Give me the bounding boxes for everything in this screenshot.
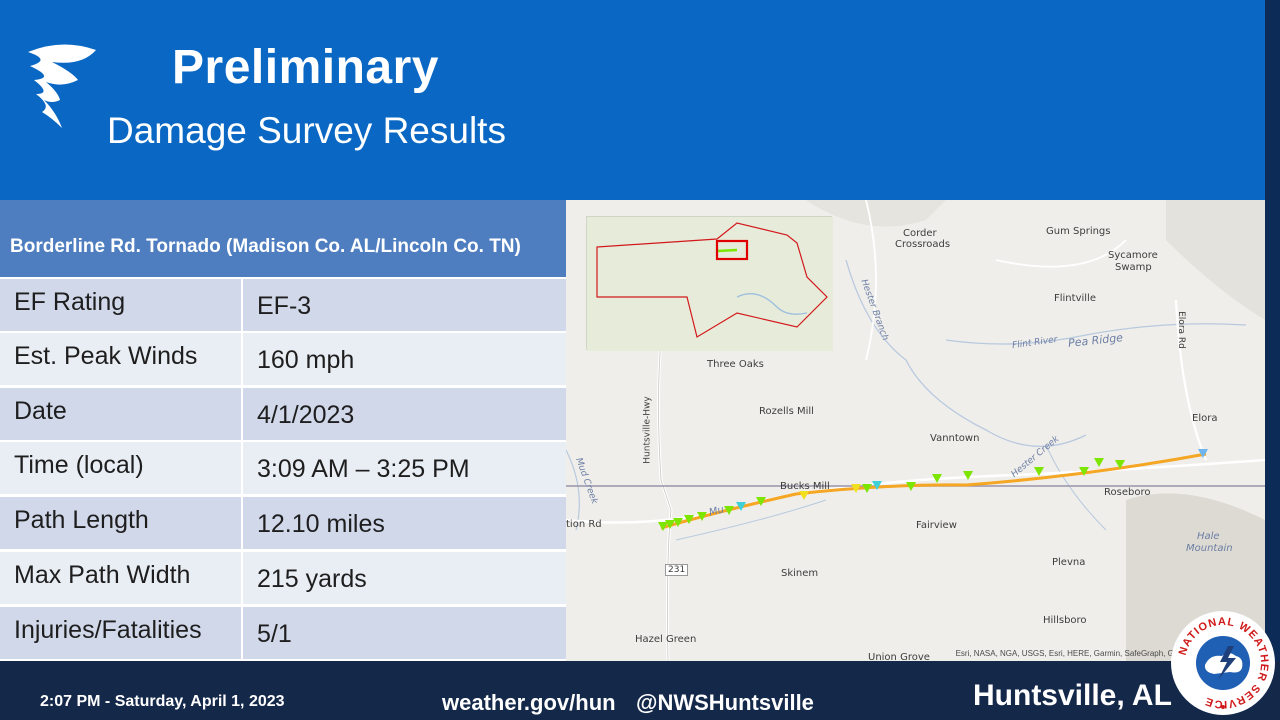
map-label: Hillsboro bbox=[1043, 615, 1087, 626]
row-label: EF Rating bbox=[0, 279, 241, 331]
map-label: Three Oaks bbox=[707, 359, 764, 370]
page-title: Preliminary bbox=[172, 41, 439, 94]
row-value: 12.10 miles bbox=[243, 497, 566, 549]
map-label: Crossroads bbox=[895, 239, 951, 250]
header-banner: Preliminary Damage Survey Results bbox=[0, 0, 1265, 200]
table-row: EF Rating EF-3 bbox=[0, 279, 566, 331]
row-value: EF-3 bbox=[243, 279, 566, 331]
map-label: Hale bbox=[1197, 531, 1220, 542]
tornado-track bbox=[660, 452, 1207, 530]
row-value: 215 yards bbox=[243, 552, 566, 604]
tornado-name: Borderline Rd. Tornado (Madison Co. AL/L… bbox=[10, 236, 521, 257]
table-heading: Borderline Rd. Tornado (Madison Co. AL/L… bbox=[0, 200, 566, 277]
row-label: Date bbox=[0, 388, 241, 440]
map-label: tion Rd bbox=[566, 519, 602, 530]
map-label: Roseboro bbox=[1104, 487, 1151, 498]
locator-canvas bbox=[587, 217, 833, 351]
row-value: 5/1 bbox=[243, 607, 566, 659]
website-link[interactable]: weather.gov/hun bbox=[442, 690, 616, 715]
row-label: Est. Peak Winds bbox=[0, 333, 241, 385]
map-label: Union Grove bbox=[868, 652, 930, 661]
map-label: Elora bbox=[1192, 413, 1218, 424]
row-label: Max Path Width bbox=[0, 552, 241, 604]
table-row: Path Length 12.10 miles bbox=[0, 497, 566, 549]
map-label: Flintville bbox=[1054, 293, 1096, 304]
map-canvas bbox=[566, 200, 1265, 661]
tornado-path-map[interactable]: Corder Crossroads Gum Springs Sycamore S… bbox=[566, 200, 1265, 661]
highway-shield: 231 bbox=[665, 564, 689, 576]
table-row: Injuries/Fatalities 5/1 bbox=[0, 607, 566, 659]
row-label: Injuries/Fatalities bbox=[0, 607, 241, 659]
table-row: Max Path Width 215 yards bbox=[0, 552, 566, 604]
twitter-handle[interactable]: @NWSHuntsville bbox=[636, 690, 814, 715]
nws-logo-icon: NATIONAL WEATHER SERVICE bbox=[1171, 611, 1275, 715]
map-label: Vanntown bbox=[930, 433, 980, 444]
locator-inset-map bbox=[586, 216, 833, 351]
issue-timestamp: 2:07 PM - Saturday, April 1, 2023 bbox=[40, 693, 285, 710]
map-label: Gum Springs bbox=[1046, 226, 1111, 237]
row-value: 160 mph bbox=[243, 333, 566, 385]
map-label: Sycamore bbox=[1108, 250, 1158, 261]
table-row: Time (local) 3:09 AM – 3:25 PM bbox=[0, 442, 566, 494]
map-label: Bucks Mill bbox=[780, 481, 830, 492]
header-edge bbox=[1265, 0, 1280, 200]
tornado-icon bbox=[28, 44, 96, 128]
map-label: Rozells Mill bbox=[759, 406, 814, 417]
row-value: 4/1/2023 bbox=[243, 388, 566, 440]
row-label: Time (local) bbox=[0, 442, 241, 494]
map-label: Mountain bbox=[1186, 543, 1233, 554]
map-label: Elora Rd bbox=[1175, 311, 1186, 349]
damage-points bbox=[658, 449, 1208, 531]
map-label: Plevna bbox=[1052, 557, 1086, 568]
right-edge bbox=[1265, 200, 1280, 661]
map-label: Skinem bbox=[781, 568, 819, 579]
map-label: Hazel Green bbox=[635, 634, 697, 645]
table-row: Est. Peak Winds 160 mph bbox=[0, 333, 566, 385]
map-attribution: Esri, NASA, NGA, USGS, Esri, HERE, Garmi… bbox=[955, 649, 1261, 658]
survey-table: Borderline Rd. Tornado (Madison Co. AL/L… bbox=[0, 200, 566, 661]
map-label: Corder bbox=[903, 228, 937, 239]
row-value: 3:09 AM – 3:25 PM bbox=[243, 442, 566, 494]
page-subtitle: Damage Survey Results bbox=[107, 110, 506, 151]
office-name: Huntsville, AL bbox=[973, 679, 1172, 712]
table-row: Date 4/1/2023 bbox=[0, 388, 566, 440]
row-label: Path Length bbox=[0, 497, 241, 549]
map-label: Huntsville-Hwy bbox=[642, 396, 653, 464]
footer-bar: 2:07 PM - Saturday, April 1, 2023 weathe… bbox=[0, 661, 1280, 720]
map-label: Swamp bbox=[1115, 262, 1152, 273]
map-label: Fairview bbox=[916, 520, 957, 531]
